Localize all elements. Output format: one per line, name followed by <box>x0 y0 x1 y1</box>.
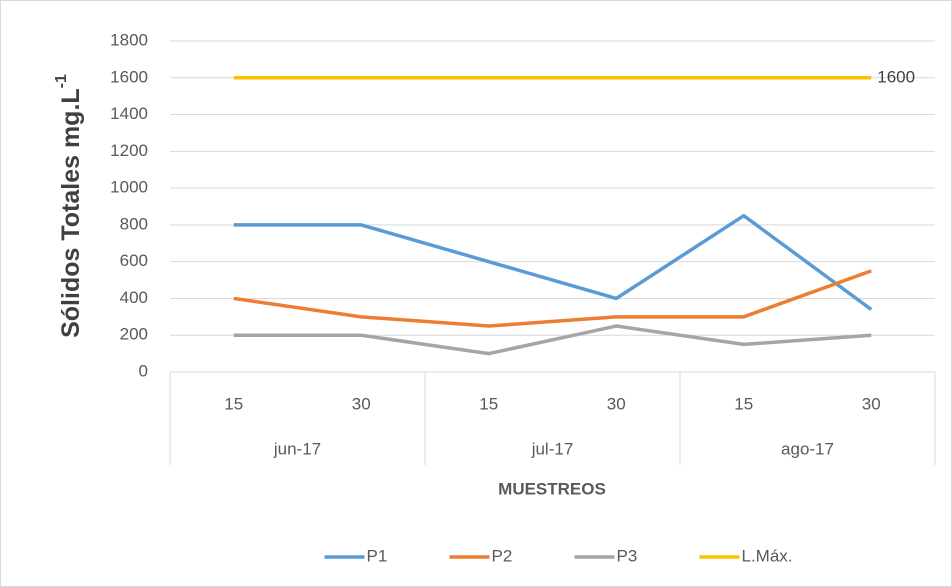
y-tick-label: 400 <box>120 288 148 307</box>
y-axis-label: Sólidos Totales mg.L-1 <box>53 74 84 338</box>
y-axis-label-text: Sólidos Totales mg.L <box>57 88 85 338</box>
data-label: 1600 <box>877 67 915 86</box>
x-tick-label: 15 <box>479 394 498 413</box>
legend-label: P1 <box>367 546 388 565</box>
x-group-label: jun-17 <box>273 439 321 458</box>
x-tick-label: 30 <box>352 394 371 413</box>
y-tick-label: 800 <box>120 214 148 233</box>
x-group-label: jul-17 <box>531 439 574 458</box>
x-tick-label: 15 <box>734 394 753 413</box>
y-tick-label: 1600 <box>110 67 148 86</box>
series-line <box>233 269 872 328</box>
y-axis-label-superscript: -1 <box>53 74 70 88</box>
x-axis-label: MUESTREOS <box>498 479 606 498</box>
y-tick-label: 1800 <box>110 30 148 49</box>
x-group-label: ago-17 <box>781 439 834 458</box>
series-line <box>233 324 872 356</box>
y-tick-label: 200 <box>120 325 148 344</box>
y-tick-label: 600 <box>120 251 148 270</box>
legend-label: P3 <box>617 546 638 565</box>
x-tick-label: 30 <box>862 394 881 413</box>
legend-label: P2 <box>492 546 513 565</box>
y-tick-label: 0 <box>139 361 148 380</box>
legend-label: L.Máx. <box>742 546 793 565</box>
y-tick-label: 1000 <box>110 178 148 197</box>
x-tick-label: 15 <box>224 394 243 413</box>
series-line <box>233 213 873 311</box>
y-tick-label: 1200 <box>110 141 148 160</box>
x-tick-label: 30 <box>607 394 626 413</box>
y-tick-label: 1400 <box>110 104 148 123</box>
